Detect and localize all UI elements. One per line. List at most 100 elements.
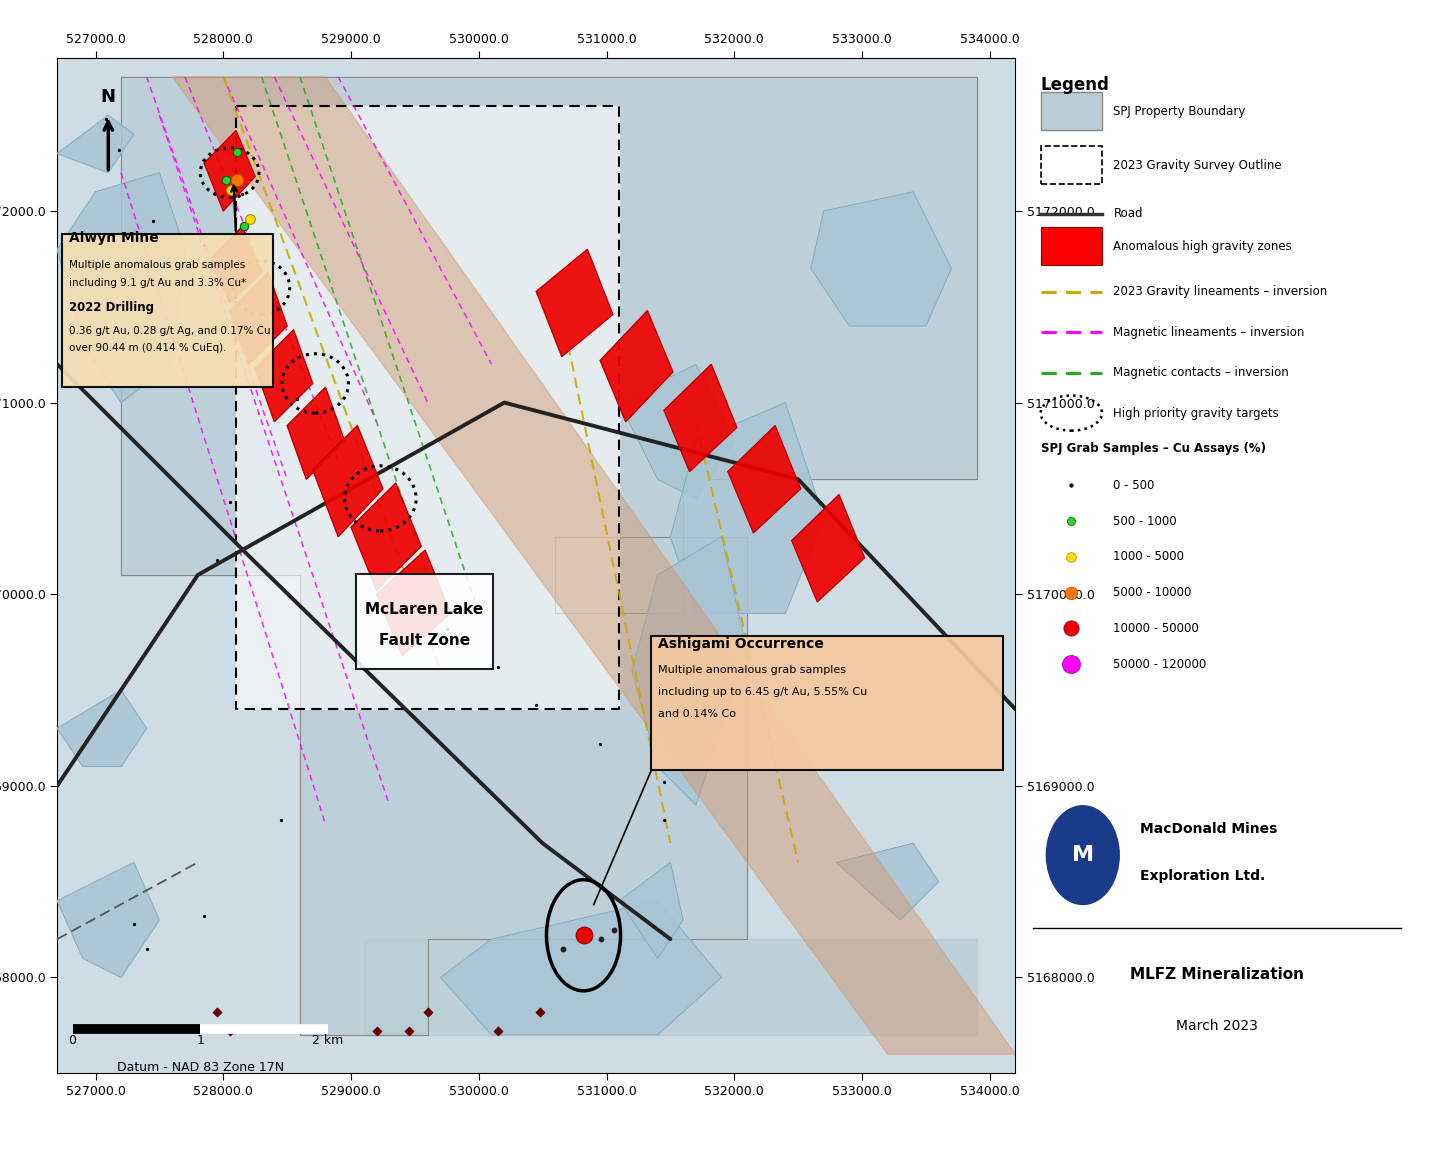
Polygon shape — [728, 426, 801, 533]
Point — [486, 658, 509, 676]
Text: 0.36 g/t Au, 0.28 g/t Ag, and 0.17% Cu: 0.36 g/t Au, 0.28 g/t Ag, and 0.17% Cu — [69, 325, 270, 336]
Text: 2 km: 2 km — [312, 1034, 343, 1048]
FancyBboxPatch shape — [1041, 227, 1103, 264]
Point — [193, 237, 216, 255]
Point — [486, 1021, 509, 1040]
Text: Datum - NAD 83 Zone 17N: Datum - NAD 83 Zone 17N — [117, 1062, 283, 1074]
Text: Fault Zone: Fault Zone — [379, 632, 470, 647]
Point — [525, 696, 548, 714]
Text: Magnetic lineaments – inversion: Magnetic lineaments – inversion — [1114, 325, 1304, 338]
Point — [206, 550, 229, 569]
Point — [529, 1003, 552, 1021]
Polygon shape — [811, 192, 951, 325]
Polygon shape — [287, 388, 345, 479]
Point — [652, 773, 675, 792]
Polygon shape — [619, 862, 684, 958]
Polygon shape — [255, 330, 313, 421]
Point — [591, 930, 613, 949]
Point — [206, 1003, 229, 1021]
Polygon shape — [664, 365, 736, 472]
Text: including up to 6.45 g/t Au, 5.55% Cu: including up to 6.45 g/t Au, 5.55% Cu — [658, 687, 867, 697]
Polygon shape — [230, 272, 287, 365]
Text: Anomalous high gravity zones: Anomalous high gravity zones — [1114, 240, 1293, 253]
Point — [219, 493, 242, 511]
Text: 0 - 500: 0 - 500 — [1114, 479, 1155, 492]
Text: 2023 Gravity lineaments – inversion: 2023 Gravity lineaments – inversion — [1114, 285, 1327, 298]
Polygon shape — [536, 249, 613, 357]
Polygon shape — [619, 365, 734, 499]
Point — [142, 211, 164, 230]
Text: N: N — [100, 88, 116, 106]
Text: MLFZ Mineralization: MLFZ Mineralization — [1130, 967, 1304, 982]
Text: including 9.1 g/t Au and 3.3% Cu*: including 9.1 g/t Au and 3.3% Cu* — [69, 278, 246, 287]
Point — [552, 939, 575, 958]
Text: over 90.44 m (0.414 % CuEq).: over 90.44 m (0.414 % CuEq). — [69, 343, 226, 353]
Polygon shape — [671, 403, 824, 614]
Point — [269, 811, 292, 830]
Text: M: M — [1071, 845, 1094, 866]
FancyBboxPatch shape — [1041, 92, 1103, 129]
Text: SPJ Property Boundary: SPJ Property Boundary — [1114, 105, 1246, 118]
Text: SPJ Grab Samples – Cu Assays (%): SPJ Grab Samples – Cu Assays (%) — [1041, 442, 1266, 456]
FancyBboxPatch shape — [356, 574, 492, 668]
Text: Magnetic contacts – inversion: Magnetic contacts – inversion — [1114, 366, 1290, 380]
Text: 2022 Drilling: 2022 Drilling — [69, 301, 153, 314]
Point — [435, 620, 458, 638]
Polygon shape — [57, 173, 184, 403]
Text: High priority gravity targets: High priority gravity targets — [1114, 406, 1280, 420]
FancyBboxPatch shape — [1041, 147, 1103, 183]
Polygon shape — [172, 77, 1015, 1054]
Polygon shape — [792, 495, 865, 602]
Point — [416, 1003, 439, 1021]
Text: 5000 - 10000: 5000 - 10000 — [1114, 586, 1191, 599]
Point — [219, 1021, 242, 1040]
Text: Alwyn Mine: Alwyn Mine — [69, 232, 159, 246]
Polygon shape — [57, 862, 159, 977]
Text: 1000 - 5000: 1000 - 5000 — [1114, 550, 1184, 563]
Polygon shape — [57, 115, 134, 173]
FancyBboxPatch shape — [63, 234, 273, 388]
Polygon shape — [363, 939, 977, 1035]
Point — [398, 1021, 420, 1040]
Point — [589, 734, 612, 752]
Text: 1: 1 — [196, 1034, 204, 1048]
Polygon shape — [350, 484, 422, 591]
Point — [602, 920, 625, 938]
Circle shape — [1047, 805, 1120, 905]
Polygon shape — [236, 106, 619, 710]
Polygon shape — [122, 77, 977, 1035]
Text: 2023 Gravity Survey Outline: 2023 Gravity Survey Outline — [1114, 159, 1283, 172]
Polygon shape — [313, 426, 383, 537]
Polygon shape — [204, 130, 255, 211]
Text: 50000 - 120000: 50000 - 120000 — [1114, 658, 1207, 670]
Text: Ashigami Occurrence: Ashigami Occurrence — [658, 637, 824, 651]
Text: 0: 0 — [69, 1034, 77, 1048]
Point — [652, 811, 675, 830]
Point — [107, 141, 130, 159]
Point — [232, 185, 255, 203]
Text: 500 - 1000: 500 - 1000 — [1114, 515, 1177, 527]
Polygon shape — [210, 226, 262, 304]
Point — [123, 914, 146, 932]
Polygon shape — [837, 844, 938, 920]
Point — [286, 390, 309, 409]
Text: Multiple anomalous grab samples: Multiple anomalous grab samples — [69, 261, 245, 270]
Polygon shape — [376, 550, 450, 655]
Text: McLaren Lake: McLaren Lake — [365, 602, 483, 617]
Polygon shape — [601, 310, 674, 421]
Point — [365, 1021, 388, 1040]
Text: 10000 - 50000: 10000 - 50000 — [1114, 622, 1200, 635]
Polygon shape — [57, 690, 147, 766]
Polygon shape — [632, 537, 746, 805]
Text: Road: Road — [1114, 208, 1143, 220]
Point — [94, 110, 117, 128]
Text: and 0.14% Co: and 0.14% Co — [658, 709, 735, 719]
Point — [260, 278, 283, 297]
Point — [193, 907, 216, 926]
Text: Multiple anomalous grab samples: Multiple anomalous grab samples — [658, 665, 845, 675]
Text: MacDonald Mines: MacDonald Mines — [1140, 822, 1277, 837]
Text: March 2023: March 2023 — [1175, 1019, 1258, 1034]
Text: Legend: Legend — [1041, 75, 1110, 93]
Point — [136, 939, 159, 958]
Text: Exploration Ltd.: Exploration Ltd. — [1140, 869, 1266, 883]
